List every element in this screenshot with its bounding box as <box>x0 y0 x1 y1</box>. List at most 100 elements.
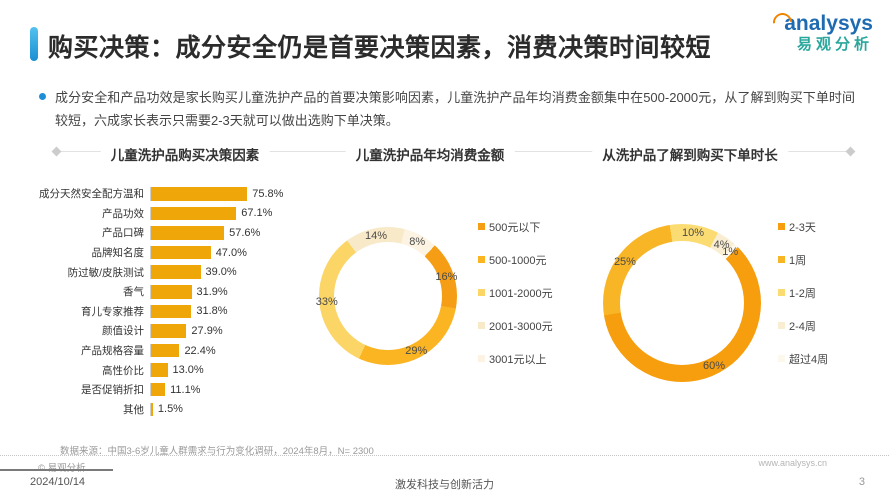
legend-label: 超过4周 <box>789 353 829 366</box>
legend-marker-icon <box>778 223 785 230</box>
legend-item: 3001元以上 <box>478 342 553 375</box>
donut-hole <box>620 241 744 365</box>
donut-segment-label: 16% <box>435 270 458 283</box>
bar-fill <box>151 402 153 417</box>
bar-track: 1.5% <box>150 402 278 417</box>
bar-row: 高性价比 13.0% <box>28 360 328 380</box>
legend-item: 超过4周 <box>778 342 828 375</box>
annual-spend-legend: 500元以下 500-1000元 1001-2000元 2001-3000元 3001元… <box>478 210 553 375</box>
bar-value-label: 11.1% <box>170 383 201 396</box>
bar-category-label: 产品口碑 <box>102 227 144 240</box>
bar-track: 22.4% <box>150 343 278 358</box>
bar-fill <box>151 187 248 201</box>
legend-label: 1-2周 <box>789 287 816 300</box>
logo-brand-text: analysys <box>769 9 873 36</box>
annual-spend-donut-chart: 8% 16% 29% 33% 14% <box>315 227 458 365</box>
bar-value-label: 67.1% <box>241 207 273 220</box>
bar-row: 产品规格容量 22.4% <box>28 341 328 361</box>
legend-label: 2-3天 <box>789 221 816 234</box>
donut-segment-label: 33% <box>315 296 338 309</box>
bar-category-label: 防过敏/皮肤测试 <box>67 266 144 279</box>
legend-item: 2-3天 <box>778 210 828 243</box>
donut-segment-label: 14% <box>365 229 388 242</box>
bar-category-label: 高性价比 <box>102 364 144 377</box>
bar-value-label: 75.8% <box>252 187 284 200</box>
bar-fill <box>151 343 180 358</box>
bar-category-label: 是否促销折扣 <box>81 384 144 397</box>
bar-row: 香气 31.9% <box>28 282 328 302</box>
purchase-time-legend: 2-3天 1周 1-2周 2-4周超过4周 <box>778 210 828 375</box>
legend-label: 2-4周 <box>789 320 816 333</box>
bar-category-label: 颜值设计 <box>102 325 144 338</box>
legend-label: 500元以下 <box>489 221 541 234</box>
bar-fill <box>151 245 211 260</box>
page-number: 3 <box>858 476 865 488</box>
donut-segment-label: 25% <box>613 255 636 268</box>
bar-category-label: 产品功效 <box>102 207 144 220</box>
decision-factors-bar-chart: 成分天然安全配方温和 75.8% 产品功效 67.1% 产品口碑 57.6% 品牌知名度 47… <box>28 184 328 419</box>
bar-fill <box>151 304 192 319</box>
legend-item: 1001-2000元 <box>478 276 553 309</box>
legend-item: 1-2周 <box>778 276 828 309</box>
bar-fill <box>151 382 166 397</box>
legend-label: 500-1000元 <box>489 254 547 267</box>
legend-label: 1周 <box>789 254 807 267</box>
legend-item: 2-4周 <box>778 309 828 342</box>
footer-divider <box>0 455 889 456</box>
legend-marker-icon <box>478 223 485 230</box>
bar-fill <box>151 363 168 377</box>
legend-item: 500元以下 <box>478 210 553 243</box>
bar-track: 39.0% <box>150 265 278 279</box>
legend-label: 1001-2000元 <box>489 287 553 300</box>
bar-value-label: 39.0% <box>205 266 237 279</box>
bar-value-label: 13.0% <box>172 364 204 377</box>
bar-category-label: 品牌知名度 <box>91 247 145 260</box>
bar-value-label: 31.8% <box>196 305 228 318</box>
footer-date: 2024/10/14 <box>30 476 86 488</box>
donut-hole <box>334 242 442 350</box>
legend-marker-icon <box>478 256 485 263</box>
page-title: 购买决策：成分安全仍是首要决策因素，消费决策时间较短 <box>48 34 712 62</box>
copyright-text: © 易观分析 <box>38 460 86 474</box>
bar-track: 31.9% <box>150 285 278 299</box>
bullet-icon <box>39 93 46 100</box>
bar-category-label: 其他 <box>123 403 144 416</box>
analysys-logo: analysys 易观分析 <box>769 9 873 55</box>
bar-category-label: 产品规格容量 <box>81 345 144 358</box>
bar-value-label: 1.5% <box>157 403 183 416</box>
legend-marker-icon <box>778 256 785 263</box>
legend-marker-icon <box>478 289 485 296</box>
footer-progress-line <box>0 469 113 471</box>
bar-category-label: 成分天然安全配方温和 <box>39 188 144 201</box>
footer-slogan: 激发科技与创新活力 <box>395 479 494 491</box>
bar-row: 产品口碑 57.6% <box>28 223 328 243</box>
donut-segment-label: 1% <box>722 245 739 258</box>
bar-track: 31.8% <box>150 304 278 319</box>
logo-brand-label: analysys <box>784 12 873 35</box>
bar-fill <box>151 226 225 240</box>
legend-item: 2001-3000元 <box>478 309 553 342</box>
bar-fill <box>151 285 192 299</box>
bar-fill <box>151 324 187 338</box>
donut-segment-label: 4% <box>713 238 730 251</box>
bar-track: 47.0% <box>150 245 278 260</box>
donut-segment-label: 29% <box>405 344 428 357</box>
logo-chinese-text: 易观分析 <box>796 36 873 54</box>
bar-track: 67.1% <box>150 206 278 221</box>
summary-text: 成分安全和产品功效是家长购买儿童洗护产品的首要决策影响因素，儿童洗护产品年均消费… <box>55 90 855 129</box>
donut-segment-label: 60% <box>702 359 726 372</box>
bar-track: 27.9% <box>150 324 278 338</box>
purchase-time-donut-chart: 10% 4% 1% 60% 25% <box>603 224 761 382</box>
chart-title-decision-factors: 儿童洗护品购买决策因素 <box>100 144 270 164</box>
legend-marker-icon <box>778 355 785 362</box>
bar-category-label: 育儿专家推荐 <box>81 305 144 318</box>
bar-row: 品牌知名度 47.0% <box>28 243 328 263</box>
bar-row: 成分天然安全配方温和 75.8% <box>28 184 328 204</box>
legend-marker-icon <box>478 322 485 329</box>
chart-title-purchase-time: 从洗护品了解到购买下单时长 <box>592 144 788 164</box>
title-accent-bar <box>30 27 38 61</box>
legend-label: 2001-3000元 <box>489 320 553 333</box>
legend-item: 1周 <box>778 243 828 276</box>
bar-value-label: 27.9% <box>191 324 223 337</box>
